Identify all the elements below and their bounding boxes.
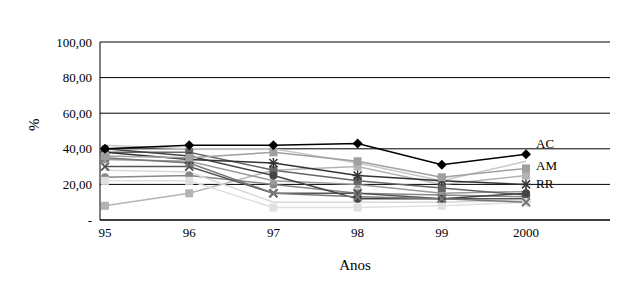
svg-text:%: % bbox=[26, 119, 42, 132]
svg-text:100,00: 100,00 bbox=[56, 35, 92, 50]
svg-text:60,00: 60,00 bbox=[63, 106, 92, 121]
svg-text:80,00: 80,00 bbox=[63, 70, 92, 85]
svg-text:AM: AM bbox=[536, 158, 557, 173]
svg-text:95: 95 bbox=[99, 225, 112, 240]
svg-text:Anos: Anos bbox=[339, 257, 371, 273]
svg-text:AC: AC bbox=[536, 136, 554, 151]
svg-text:-: - bbox=[88, 213, 92, 228]
svg-text:40,00: 40,00 bbox=[63, 141, 92, 156]
svg-text:2000: 2000 bbox=[513, 225, 539, 240]
svg-text:20,00: 20,00 bbox=[63, 177, 92, 192]
svg-text:96: 96 bbox=[183, 225, 197, 240]
svg-text:97: 97 bbox=[267, 225, 281, 240]
svg-text:99: 99 bbox=[435, 225, 448, 240]
svg-text:RR: RR bbox=[536, 176, 554, 191]
svg-text:98: 98 bbox=[351, 225, 364, 240]
